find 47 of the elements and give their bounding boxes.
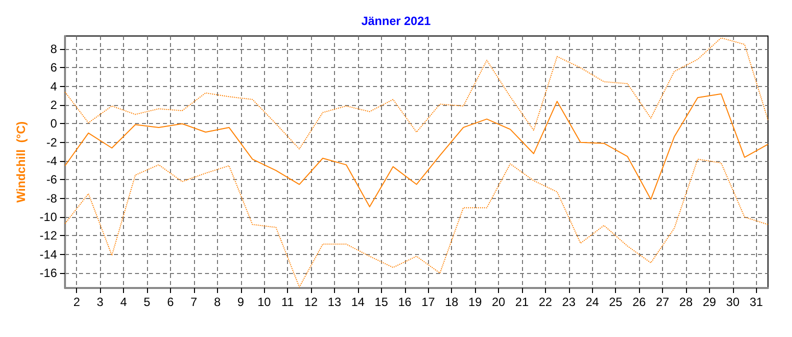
x-tick-label: 25	[609, 295, 623, 309]
x-tick-label: 11	[281, 295, 294, 309]
x-tick-label: 26	[632, 295, 646, 309]
y-tick-label: 6	[50, 60, 58, 75]
x-tick-label: 10	[258, 295, 272, 309]
x-tick-label: 19	[468, 295, 482, 309]
x-tick-label: 6	[167, 295, 174, 309]
x-tick-label: 17	[422, 295, 436, 309]
y-axis-title: Windchill (°C)	[14, 121, 28, 203]
x-tick-label: 23	[562, 295, 576, 309]
y-tick-label: -10	[40, 210, 58, 224]
x-tick-label: 12	[304, 295, 318, 309]
x-tick-label: 7	[190, 295, 198, 309]
y-tick-label: -14	[40, 247, 58, 262]
y-tick-label: 8	[50, 42, 58, 56]
x-tick-label: 16	[398, 295, 412, 309]
x-tick-label: 9	[237, 295, 244, 309]
y-tick-label: -4	[46, 154, 58, 168]
chart-title: Jänner 2021	[361, 14, 432, 28]
x-tick-label: 15	[374, 295, 388, 309]
x-tick-label: 13	[328, 295, 342, 309]
x-tick-label: 14	[351, 295, 365, 309]
x-tick-label: 3	[96, 295, 104, 309]
x-tick-label: 5	[144, 295, 151, 309]
y-tick-label: 4	[50, 79, 58, 94]
x-tick-label: 2	[73, 295, 80, 309]
line-series	[64, 37, 768, 150]
x-tick-label: 28	[679, 295, 693, 309]
x-tick-label: 30	[726, 295, 740, 309]
x-tick-label: 8	[214, 295, 221, 309]
line-series	[64, 93, 768, 208]
y-tick-label: -6	[46, 172, 58, 187]
y-tick-label: -12	[40, 228, 58, 243]
x-tick-label: 29	[702, 295, 716, 309]
y-tick-label: 0	[50, 116, 58, 131]
x-tick-label: 4	[120, 295, 128, 309]
y-tick-label: -8	[46, 191, 58, 206]
x-tick-label: 21	[515, 295, 529, 309]
x-tick-label: 18	[444, 295, 459, 309]
x-tick-label: 20	[492, 295, 506, 309]
x-tick-label: 27	[656, 295, 670, 309]
x-tick-label: 22	[538, 295, 552, 309]
y-tick-label: -16	[40, 266, 58, 280]
y-tick-label: -2	[46, 135, 58, 150]
x-tick-label: 24	[586, 295, 600, 309]
y-tick-label: 2	[50, 98, 58, 112]
x-tick-label: 31	[750, 295, 764, 309]
